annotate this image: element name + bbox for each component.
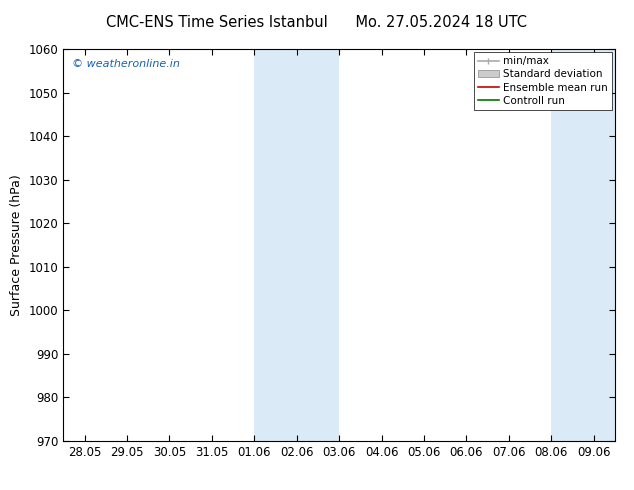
Text: © weatheronline.in: © weatheronline.in xyxy=(72,59,179,69)
Legend: min/max, Standard deviation, Ensemble mean run, Controll run: min/max, Standard deviation, Ensemble me… xyxy=(474,52,612,110)
Y-axis label: Surface Pressure (hPa): Surface Pressure (hPa) xyxy=(10,174,23,316)
Bar xyxy=(254,49,339,441)
Text: CMC-ENS Time Series Istanbul      Mo. 27.05.2024 18 UTC: CMC-ENS Time Series Istanbul Mo. 27.05.2… xyxy=(107,15,527,30)
Bar xyxy=(552,49,634,441)
